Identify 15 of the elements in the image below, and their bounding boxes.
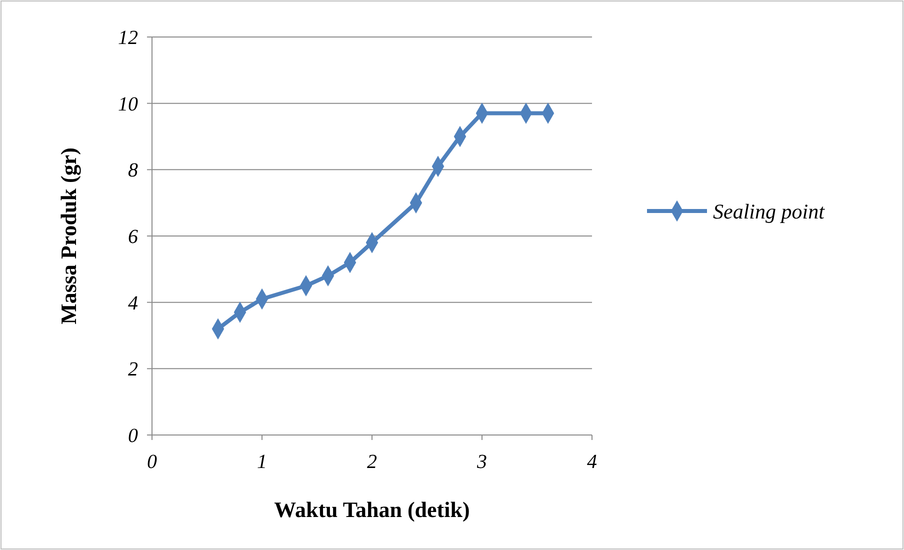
x-tick-label: 3 bbox=[476, 451, 487, 473]
legend-label: Sealing point bbox=[713, 199, 826, 224]
y-tick-label: 2 bbox=[128, 358, 138, 381]
x-tick-label: 1 bbox=[257, 451, 267, 473]
y-tick-label: 6 bbox=[128, 226, 138, 248]
y-axis-title: Massa Produk (gr) bbox=[56, 148, 81, 324]
x-tick-label: 0 bbox=[147, 451, 157, 473]
x-tick-label: 2 bbox=[367, 451, 377, 473]
x-axis-title: Waktu Tahan (detik) bbox=[274, 497, 470, 522]
y-tick-label: 0 bbox=[128, 425, 138, 447]
y-tick-label: 8 bbox=[128, 160, 138, 182]
y-tick-label: 12 bbox=[118, 27, 138, 49]
y-tick-label: 10 bbox=[118, 93, 138, 116]
x-tick-label: 4 bbox=[587, 451, 597, 473]
y-tick-label: 4 bbox=[128, 292, 138, 314]
